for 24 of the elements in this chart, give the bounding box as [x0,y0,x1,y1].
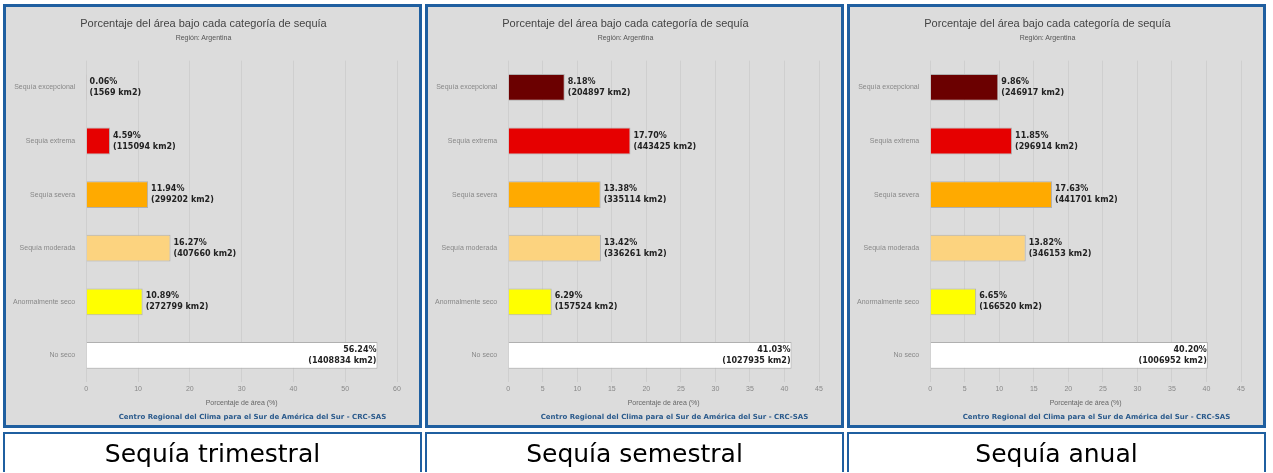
chart-title: Porcentaje del área bajo cada categoría de sequía [80,16,328,29]
data-label: 13.82% (346153 km2) [1028,237,1092,258]
data-label: 16.27% (407660 km2) [173,237,237,258]
data-label: 17.70% (443425 km2) [633,130,697,151]
text: Sequía trimestral [3,432,422,472]
data-label: 13.42% (336261 km2) [603,237,667,258]
data-label: 10.89% (272799 km2) [145,291,209,312]
data-label: 4.59% (115094 km2) [113,130,176,151]
data-label: 13.38% (335114 km2) [603,184,667,205]
data-label: 56.24% (1408834 km2) [308,344,377,365]
text: Sequía anual [847,432,1266,472]
data-label: 11.85% (296914 km2) [1015,130,1078,151]
data-label: 40.20% (1006952 km2) [1138,344,1207,365]
data-label: 0.06% (1569 km2) [89,76,142,97]
chart-title: Porcentaje del área bajo cada categoría de sequía [502,16,750,29]
data-label: 17.63% (441701 km2) [1055,184,1118,205]
text: Sequía semestral [425,432,844,472]
data-label: 6.29% (157524 km2) [554,291,618,312]
data-label: 8.18% (204897 km2) [567,76,631,97]
chart-title: Porcentaje del área bajo cada categoría de sequía [924,16,1172,29]
data-label: 41.03% (1027935 km2) [722,344,791,365]
data-label: 9.86% (246917 km2) [1001,76,1065,97]
data-label: 11.94% (299202 km2) [151,184,214,205]
data-label: 6.65% (166520 km2) [979,291,1042,312]
